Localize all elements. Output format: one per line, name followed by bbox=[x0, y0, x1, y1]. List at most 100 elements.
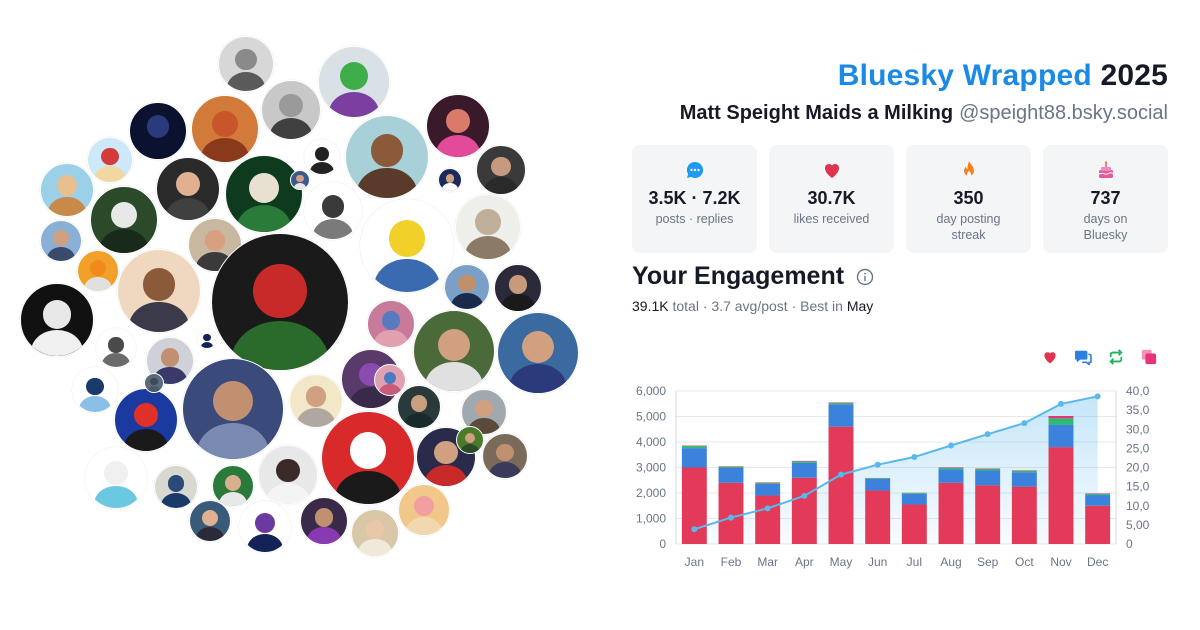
bar-segment bbox=[681, 448, 707, 468]
x-tick-label: Feb bbox=[721, 555, 742, 569]
avatar-grogu[interactable] bbox=[455, 194, 521, 260]
heart-icon bbox=[1040, 347, 1060, 367]
y2-tick-label: 25,000 bbox=[1126, 441, 1150, 455]
avatar-chicken[interactable] bbox=[20, 283, 94, 357]
stat-label: days on Bluesky bbox=[1083, 212, 1128, 242]
avatar-bear[interactable] bbox=[345, 115, 429, 199]
avatar-cap-man[interactable] bbox=[182, 358, 284, 460]
quote-icon bbox=[1139, 347, 1159, 367]
stat-card-days: 737 days on Bluesky bbox=[1043, 145, 1168, 253]
stat-value: 30.7K bbox=[807, 188, 856, 208]
avatar-grinch-hat[interactable] bbox=[289, 374, 343, 428]
avatar-bearded-sofa[interactable] bbox=[482, 433, 528, 479]
avatar-headphones[interactable] bbox=[494, 264, 542, 312]
cumulative-point bbox=[1094, 393, 1101, 400]
info-icon[interactable] bbox=[856, 268, 874, 286]
year-label: 2025 bbox=[1100, 59, 1168, 92]
avatar-santa-football[interactable] bbox=[211, 233, 349, 371]
avatar-crowd-man[interactable] bbox=[461, 389, 507, 435]
cumulative-point bbox=[691, 526, 698, 533]
avatar-hand-face[interactable] bbox=[156, 157, 220, 221]
x-tick-label: Dec bbox=[1087, 555, 1108, 569]
avatar-pink-house[interactable] bbox=[367, 300, 415, 348]
avatar-beard-cartoon[interactable] bbox=[117, 249, 201, 333]
avatar-man-bw[interactable] bbox=[218, 36, 274, 92]
avatar-droopy[interactable] bbox=[114, 388, 178, 452]
avatar-chef[interactable] bbox=[85, 447, 147, 509]
cake-icon bbox=[1043, 159, 1168, 181]
avatar-kid[interactable] bbox=[189, 500, 231, 542]
avatar-pitch-man[interactable] bbox=[212, 465, 254, 507]
bar-segment bbox=[865, 490, 891, 544]
avatar-team-photo[interactable] bbox=[90, 186, 158, 254]
avatar-spurs-against-nazis[interactable] bbox=[239, 501, 291, 553]
avatar-spurs-kit[interactable] bbox=[438, 168, 462, 192]
bar-segment bbox=[681, 467, 707, 544]
stat-value: 3.5K · 7.2K bbox=[648, 188, 741, 208]
engagement-title: Your Engagement bbox=[632, 262, 845, 290]
engagement-total: 39.1K bbox=[632, 298, 669, 314]
avatar-godzilla[interactable] bbox=[96, 328, 136, 368]
avatar-mcgill[interactable] bbox=[360, 199, 454, 293]
avatar-suit-man[interactable] bbox=[497, 312, 579, 394]
avatar-glasses-man[interactable] bbox=[476, 145, 526, 195]
avatar-bald-woman[interactable] bbox=[351, 509, 399, 557]
avatar-hat-man[interactable] bbox=[191, 95, 259, 163]
x-tick-label: Oct bbox=[1015, 555, 1034, 569]
y2-tick-label: 0 bbox=[1126, 537, 1133, 551]
avatar-bauble[interactable] bbox=[225, 155, 303, 233]
engagement-best-month: May bbox=[846, 298, 874, 314]
bar-segment bbox=[865, 478, 891, 491]
avatar-hooded[interactable] bbox=[144, 373, 164, 393]
cumulative-line bbox=[694, 395, 1098, 531]
avatar-orange-monster[interactable] bbox=[77, 250, 119, 292]
y2-tick-label: 20,000 bbox=[1126, 461, 1150, 475]
avatar-cartoon-kick[interactable] bbox=[304, 182, 362, 240]
y-tick-label: 1,000 bbox=[636, 512, 666, 526]
y-tick-label: 4,000 bbox=[636, 435, 666, 449]
avatar-lifeguard[interactable] bbox=[87, 137, 133, 183]
wrapped-header: Bluesky Wrapped 2025 Matt Speight Maids … bbox=[680, 58, 1168, 126]
y2-tick-label: 10,000 bbox=[1126, 499, 1150, 513]
avatar-arms-crossed[interactable] bbox=[397, 385, 441, 429]
avatar-joker[interactable] bbox=[318, 46, 390, 118]
y2-tick-label: 5,000 bbox=[1126, 518, 1150, 532]
avatar-purple-scarf[interactable] bbox=[300, 497, 348, 545]
engagement-best-prefix: Best in bbox=[800, 298, 843, 314]
bar-segment bbox=[938, 467, 964, 470]
avatar-spurs-logo[interactable] bbox=[197, 329, 217, 349]
avatar-coys[interactable] bbox=[129, 102, 187, 160]
bar-segment bbox=[938, 467, 964, 468]
stat-cards: 3.5K · 7.2K posts · replies 30.7K likes … bbox=[632, 145, 1168, 253]
avatar-field[interactable] bbox=[456, 426, 484, 454]
x-tick-label: Mar bbox=[757, 555, 778, 569]
display-name: Matt Speight Maids a Milking bbox=[679, 102, 954, 124]
avatar-runner[interactable] bbox=[154, 465, 198, 509]
avatar-orange-cartoon[interactable] bbox=[398, 484, 450, 536]
avatar-group[interactable] bbox=[290, 170, 310, 190]
stat-label: day posting streak bbox=[936, 212, 1001, 242]
cumulative-point bbox=[911, 454, 918, 461]
avatar-dog-woman[interactable] bbox=[40, 163, 94, 217]
bar-segment bbox=[1048, 424, 1074, 448]
avatar-red-badge[interactable] bbox=[321, 411, 415, 505]
avatar-bbq-man[interactable] bbox=[413, 310, 495, 392]
chart-legend bbox=[1040, 347, 1159, 367]
bar-segment bbox=[1085, 505, 1111, 544]
y-tick-label: 0 bbox=[659, 537, 666, 551]
x-tick-label: Apr bbox=[795, 555, 814, 569]
avatar-stadium-man[interactable] bbox=[444, 264, 490, 310]
stat-card-posts: 3.5K · 7.2K posts · replies bbox=[632, 145, 757, 253]
avatar-fist[interactable] bbox=[304, 139, 340, 175]
avatar-tram[interactable] bbox=[374, 364, 406, 396]
avatar-pink-boa[interactable] bbox=[426, 94, 490, 158]
avatar-pencil-woman[interactable] bbox=[188, 218, 242, 272]
avatar-woman-bw[interactable] bbox=[261, 80, 321, 140]
avatar-wycombe-badge[interactable] bbox=[72, 367, 118, 413]
cumulative-point bbox=[1021, 420, 1028, 427]
avatar-man-sky[interactable] bbox=[40, 220, 82, 262]
y-tick-label: 3,000 bbox=[636, 461, 666, 475]
engagement-avg: 3.7 avg/post bbox=[711, 298, 788, 314]
reply-icon bbox=[1073, 347, 1093, 367]
avatar-woman-kit[interactable] bbox=[258, 445, 318, 505]
